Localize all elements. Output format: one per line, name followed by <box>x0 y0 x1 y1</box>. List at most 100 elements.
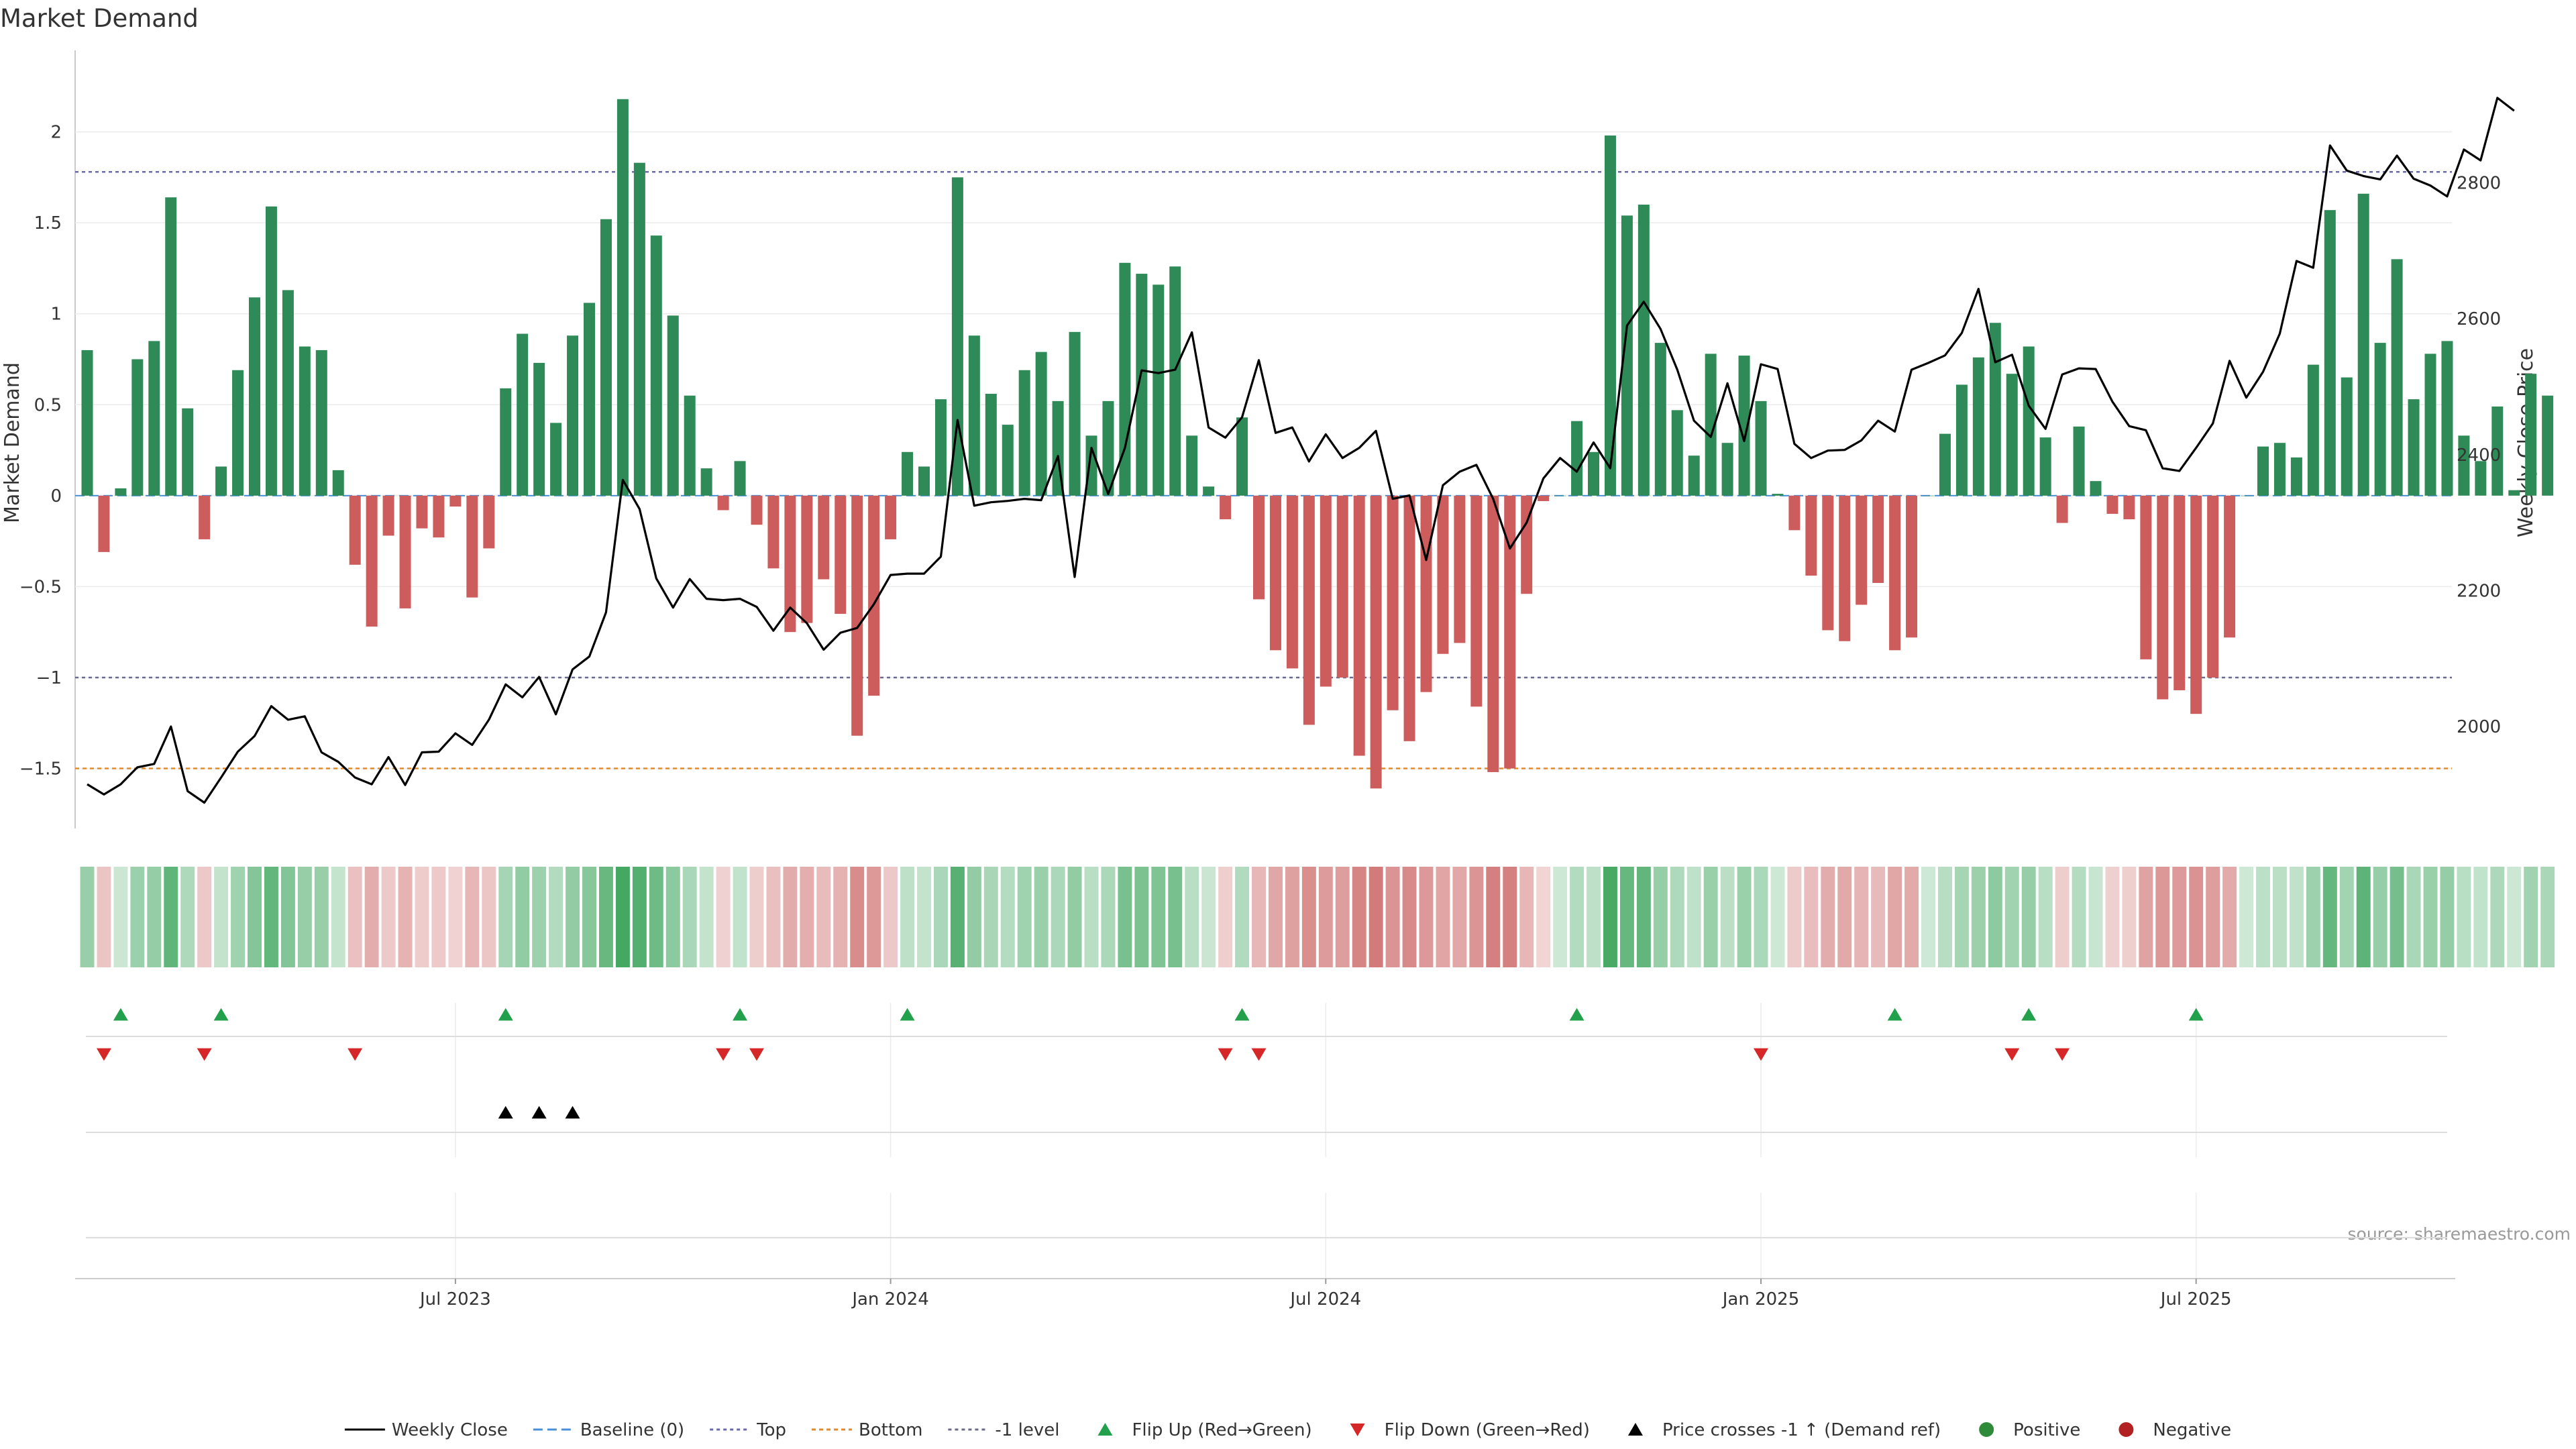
demand-strip-cell <box>1352 867 1366 967</box>
demand-strip-cell <box>1770 867 1785 967</box>
demand-bar <box>2374 343 2386 496</box>
gridlines <box>74 50 2452 1278</box>
demand-strip-cell <box>1904 867 1919 967</box>
demand-strip-cell <box>197 867 212 967</box>
demand-bar <box>1872 495 1884 583</box>
demand-bar <box>1487 495 1499 772</box>
demand-bar <box>1889 495 1901 651</box>
demand-strip-cell <box>482 867 496 967</box>
demand-bar <box>1203 486 1215 496</box>
demand-strip-cell <box>1285 867 1299 967</box>
demand-strip-cell <box>2038 867 2053 967</box>
demand-strip-cell <box>883 867 898 967</box>
demand-bar <box>1269 495 1281 651</box>
flip-up-marker <box>733 1008 748 1021</box>
demand-strip-cell <box>1603 867 1617 967</box>
demand-bar <box>2207 495 2219 678</box>
demand-bar <box>767 495 780 569</box>
demand-strip-cell <box>2088 867 2103 967</box>
demand-strip-cell <box>1469 867 1484 967</box>
demand-bar <box>1504 495 1516 769</box>
demand-bar <box>2441 341 2453 496</box>
demand-strip-cell <box>1252 867 1266 967</box>
demand-bar <box>684 395 696 496</box>
demand-strip-cell <box>1151 867 1166 967</box>
demand-bar <box>734 461 746 496</box>
demand-bar <box>249 297 260 496</box>
demand-bar <box>567 335 579 496</box>
demand-strip-cell <box>2524 867 2538 967</box>
demand-strip-cell <box>498 867 513 967</box>
demand-strip-cell <box>2306 867 2320 967</box>
demand-strip-cell <box>1118 867 1132 967</box>
flip-down-marker <box>197 1048 212 1061</box>
demand-strip-cell <box>1034 867 1049 967</box>
demand-bar <box>1437 495 1449 654</box>
demand-strip-cell <box>1670 867 1684 967</box>
demand-bar <box>399 495 411 608</box>
y-tick-label: −1 <box>36 668 62 688</box>
demand-strip-cell <box>1871 867 1886 967</box>
legend-label: Price crosses -1 ↑ (Demand ref) <box>1662 1420 1941 1440</box>
demand-bar <box>951 177 963 496</box>
demand-bar <box>550 423 562 496</box>
legend-label: Flip Down (Green→Red) <box>1385 1420 1590 1440</box>
demand-color-strip <box>80 867 2555 967</box>
demand-bar <box>1588 451 1599 496</box>
demand-strip-cell <box>2256 867 2270 967</box>
y-tick-label: −1.5 <box>19 759 62 780</box>
demand-strip-cell <box>1318 867 1333 967</box>
flip-down-marker <box>716 1048 731 1061</box>
demand-bar <box>1353 495 1365 756</box>
demand-bar <box>366 495 378 627</box>
demand-strip-cell <box>766 867 781 967</box>
demand-strip-cell <box>1937 867 1952 967</box>
demand-bar <box>282 290 294 496</box>
demand-bar <box>1169 266 1181 496</box>
demand-bar <box>2525 374 2537 496</box>
demand-bar <box>801 495 813 623</box>
demand-strip-cell <box>214 867 229 967</box>
demand-strip-cell <box>2072 867 2086 967</box>
demand-strip-cell <box>1636 867 1651 967</box>
demand-strip-cell <box>248 867 262 967</box>
demand-bar <box>1839 495 1851 641</box>
flip-up-marker <box>213 1008 229 1021</box>
demand-bar <box>265 206 277 496</box>
legend-item: Price crosses -1 ↑ (Demand ref) <box>1627 1420 1941 1440</box>
demand-bar <box>1220 495 1232 520</box>
y2-tick-label: 2800 <box>2457 174 2501 194</box>
demand-strip-cell <box>2339 867 2354 967</box>
demand-bar <box>2257 446 2269 496</box>
demand-bar <box>1972 357 1984 496</box>
demand-strip-cell <box>1201 867 1216 967</box>
demand-strip-cell <box>1653 867 1668 967</box>
demand-bar <box>650 235 662 496</box>
price-cross-marker <box>498 1106 513 1119</box>
demand-bar <box>1705 354 1717 496</box>
demand-bar <box>299 346 311 496</box>
demand-bar <box>1654 343 1666 496</box>
demand-bar <box>2391 259 2403 496</box>
demand-bar <box>818 495 830 580</box>
y-tick-label: −0.5 <box>19 577 62 597</box>
demand-strip-cell <box>1168 867 1183 967</box>
demand-strip-cell <box>1368 867 1383 967</box>
demand-bar <box>131 359 144 496</box>
demand-bar <box>81 350 93 496</box>
demand-strip-cell <box>1301 867 1316 967</box>
demand-bar <box>2006 374 2018 496</box>
demand-bar <box>165 197 177 496</box>
demand-strip-cell <box>833 867 848 967</box>
right-axis-ticks: 2800 2600 2400 2200 2000 <box>2457 174 2501 738</box>
demand-strip-cell <box>1067 867 1082 967</box>
demand-strip-cell <box>2423 867 2438 967</box>
demand-strip-cell <box>97 867 111 967</box>
price-cross-marker <box>565 1106 580 1119</box>
demand-bar <box>1085 435 1097 496</box>
demand-strip-cell <box>1553 867 1568 967</box>
demand-bar <box>148 341 160 496</box>
demand-bar <box>1420 495 1432 692</box>
demand-strip-cell <box>415 867 429 967</box>
flip-up-marker <box>900 1008 915 1021</box>
